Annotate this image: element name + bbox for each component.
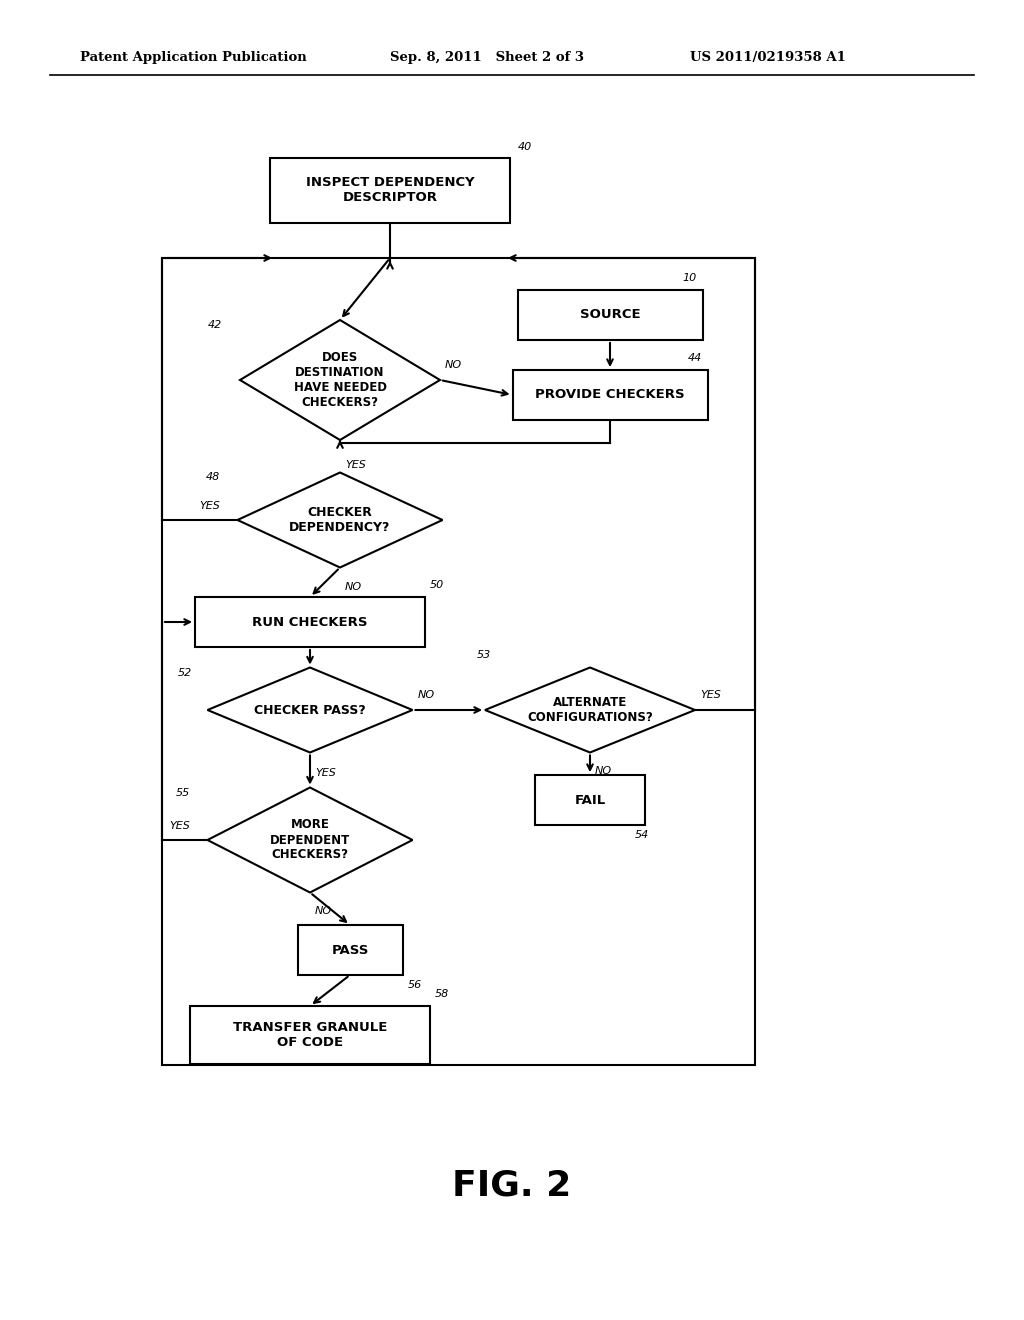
Text: NO: NO bbox=[345, 582, 362, 593]
FancyBboxPatch shape bbox=[190, 1006, 430, 1064]
Text: 50: 50 bbox=[430, 579, 444, 590]
Text: Patent Application Publication: Patent Application Publication bbox=[80, 51, 307, 65]
Text: NO: NO bbox=[418, 690, 434, 700]
Text: 52: 52 bbox=[177, 668, 191, 677]
Text: INSPECT DEPENDENCY
DESCRIPTOR: INSPECT DEPENDENCY DESCRIPTOR bbox=[306, 176, 474, 205]
Text: YES: YES bbox=[200, 502, 220, 511]
Text: DOES
DESTINATION
HAVE NEEDED
CHECKERS?: DOES DESTINATION HAVE NEEDED CHECKERS? bbox=[294, 351, 386, 409]
Text: YES: YES bbox=[170, 821, 190, 832]
Text: RUN CHECKERS: RUN CHECKERS bbox=[252, 615, 368, 628]
Text: CHECKER PASS?: CHECKER PASS? bbox=[254, 704, 366, 717]
Text: MORE
DEPENDENT
CHECKERS?: MORE DEPENDENT CHECKERS? bbox=[270, 818, 350, 862]
Text: 42: 42 bbox=[208, 319, 222, 330]
FancyBboxPatch shape bbox=[195, 597, 425, 647]
Text: NO: NO bbox=[445, 360, 462, 370]
Text: YES: YES bbox=[315, 767, 336, 777]
FancyBboxPatch shape bbox=[298, 925, 402, 975]
Polygon shape bbox=[208, 668, 413, 752]
Text: 44: 44 bbox=[687, 352, 701, 363]
Text: PROVIDE CHECKERS: PROVIDE CHECKERS bbox=[536, 388, 685, 401]
Text: CHECKER
DEPENDENCY?: CHECKER DEPENDENCY? bbox=[290, 506, 391, 535]
Text: Sep. 8, 2011   Sheet 2 of 3: Sep. 8, 2011 Sheet 2 of 3 bbox=[390, 51, 584, 65]
Text: US 2011/0219358 A1: US 2011/0219358 A1 bbox=[690, 51, 846, 65]
Text: PASS: PASS bbox=[332, 944, 369, 957]
FancyBboxPatch shape bbox=[535, 775, 645, 825]
Polygon shape bbox=[485, 668, 695, 752]
FancyBboxPatch shape bbox=[270, 157, 510, 223]
Text: 58: 58 bbox=[435, 989, 450, 999]
Text: NO: NO bbox=[595, 766, 612, 776]
Polygon shape bbox=[208, 788, 413, 892]
Text: FAIL: FAIL bbox=[574, 793, 605, 807]
Text: YES: YES bbox=[700, 690, 721, 700]
FancyBboxPatch shape bbox=[512, 370, 708, 420]
FancyBboxPatch shape bbox=[517, 290, 702, 341]
Text: SOURCE: SOURCE bbox=[580, 309, 640, 322]
Text: NO: NO bbox=[315, 906, 332, 916]
Polygon shape bbox=[240, 319, 440, 440]
Text: 48: 48 bbox=[206, 473, 220, 483]
Text: 53: 53 bbox=[477, 651, 492, 660]
Text: ALTERNATE
CONFIGURATIONS?: ALTERNATE CONFIGURATIONS? bbox=[527, 696, 653, 723]
Text: 40: 40 bbox=[518, 143, 532, 153]
Text: YES: YES bbox=[345, 459, 366, 470]
Text: TRANSFER GRANULE
OF CODE: TRANSFER GRANULE OF CODE bbox=[232, 1020, 387, 1049]
Text: 54: 54 bbox=[635, 830, 649, 840]
Text: 55: 55 bbox=[175, 788, 189, 797]
Polygon shape bbox=[238, 473, 442, 568]
Text: FIG. 2: FIG. 2 bbox=[453, 1168, 571, 1203]
Text: 56: 56 bbox=[408, 979, 422, 990]
Text: 10: 10 bbox=[683, 273, 696, 282]
